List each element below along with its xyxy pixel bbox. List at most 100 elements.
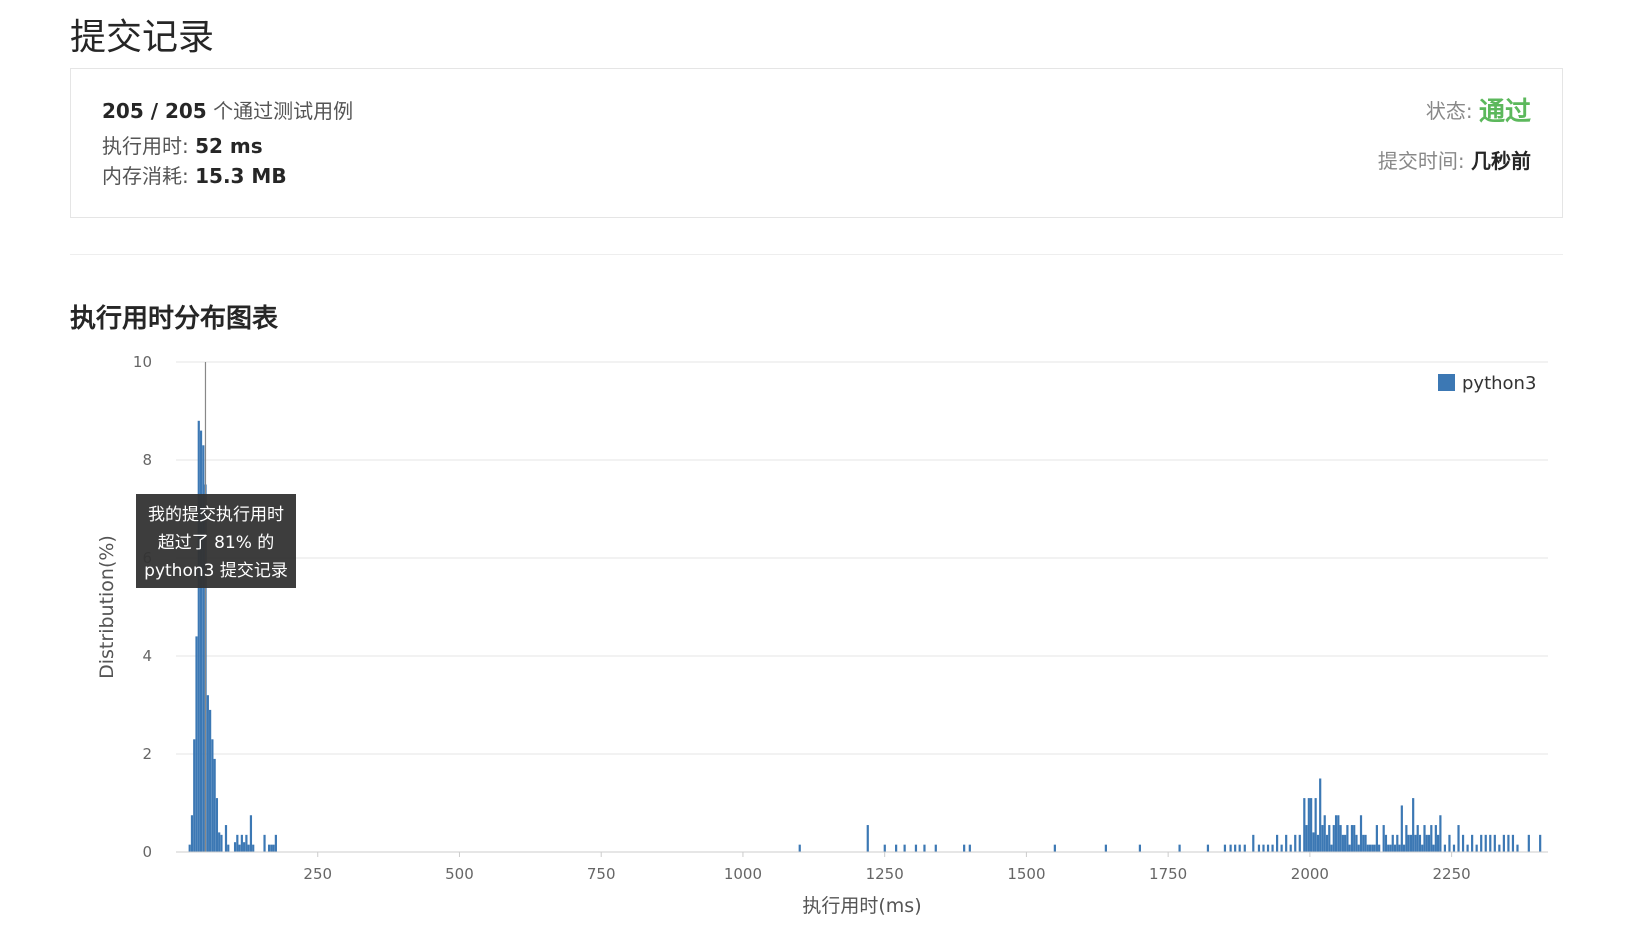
memory-value: 15.3 MB [195, 164, 287, 188]
x-tick-label-1500: 1500 [1007, 865, 1045, 883]
bar-75 [1332, 825, 1335, 852]
bar-69 [1319, 778, 1322, 852]
cases-summary: 205 / 205 个通过测试用例 [102, 95, 353, 124]
bar-88 [1362, 834, 1365, 852]
tooltip-line-2: python3 提交记录 [144, 561, 288, 581]
bar-52 [1257, 844, 1261, 852]
memory-row: 内存消耗: 15.3 MB [102, 160, 287, 189]
bar-98 [1387, 844, 1390, 852]
status-label: 状态: [1425, 99, 1473, 123]
bar-102 [1396, 834, 1399, 852]
bar-77 [1337, 815, 1340, 852]
bar-55 [1271, 844, 1274, 852]
bar-32 [866, 825, 869, 852]
bar-108 [1409, 834, 1412, 852]
submit-time-row: 提交时间: 几秒前 [1378, 145, 1531, 174]
bar-54 [1266, 844, 1270, 852]
bar-91 [1368, 844, 1372, 852]
x-tick-label-250: 250 [303, 865, 332, 883]
bar-45 [1206, 844, 1210, 852]
bar-49 [1238, 844, 1241, 852]
bar-76 [1334, 815, 1338, 852]
bar-117 [1430, 825, 1433, 852]
bar-62 [1303, 798, 1306, 852]
bar-17 [233, 842, 237, 852]
bar-16 [227, 844, 230, 852]
bar-65 [1310, 798, 1313, 852]
bar-133 [1493, 834, 1496, 852]
bar-60 [1294, 834, 1297, 852]
bar-73 [1328, 825, 1331, 852]
bar-48 [1234, 844, 1237, 852]
bar-56 [1276, 834, 1279, 852]
x-tick-label-1250: 1250 [866, 865, 904, 883]
bar-113 [1421, 844, 1424, 852]
bar-24 [249, 815, 253, 852]
memory-label: 内存消耗: [102, 164, 189, 188]
bar-116 [1427, 834, 1431, 852]
bar-27 [267, 844, 271, 852]
bar-67 [1314, 798, 1317, 852]
section-divider [70, 254, 1563, 255]
bar-35 [903, 844, 906, 852]
section-title: 执行用时分布图表 [70, 304, 279, 334]
bar-9 [209, 709, 212, 852]
bar-70 [1321, 825, 1324, 852]
x-tick-label-1000: 1000 [724, 865, 762, 883]
bar-103 [1398, 844, 1401, 852]
bar-107 [1407, 834, 1410, 852]
bar-96 [1382, 825, 1385, 852]
status-badge: 通过 [1478, 97, 1531, 127]
bar-80 [1344, 834, 1347, 852]
y-tick-label-8: 8 [142, 451, 152, 469]
bar-46 [1223, 844, 1227, 852]
bar-128 [1471, 834, 1474, 852]
axes: 0246810250500750100012501500175020002250… [96, 353, 1548, 917]
bar-99 [1389, 844, 1392, 852]
x-tick-label-2000: 2000 [1291, 865, 1329, 883]
bar-53 [1262, 844, 1265, 852]
bar-139 [1527, 834, 1530, 852]
bar-25 [252, 844, 255, 852]
bar-51 [1252, 834, 1255, 852]
bar-104 [1400, 805, 1403, 852]
bar-94 [1375, 825, 1378, 852]
bar-140 [1539, 834, 1542, 852]
bar-110 [1414, 834, 1417, 852]
tooltip-line-0: 我的提交执行用时 [148, 505, 284, 525]
bar-82 [1348, 844, 1351, 852]
bar-58 [1285, 834, 1288, 852]
bar-28 [270, 844, 273, 852]
bar-74 [1330, 844, 1333, 852]
bar-38 [934, 844, 937, 852]
runtime-row: 执行用时: 52 ms [102, 130, 263, 159]
bar-21 [243, 842, 246, 852]
bar-3 [195, 636, 198, 852]
bar-123 [1448, 834, 1451, 852]
bar-125 [1457, 825, 1460, 852]
bar-118 [1432, 844, 1435, 852]
bar-93 [1373, 844, 1376, 852]
bar-122 [1443, 844, 1447, 852]
submit-time-label: 提交时间: [1377, 149, 1465, 173]
bar-23 [247, 844, 250, 852]
bar-57 [1280, 844, 1283, 852]
bar-4 [197, 420, 200, 852]
bar-115 [1425, 834, 1428, 852]
bar-121 [1439, 815, 1442, 852]
x-tick-label-500: 500 [445, 865, 474, 883]
bar-22 [245, 834, 248, 852]
bar-89 [1364, 834, 1367, 852]
y-tick-label-10: 10 [133, 353, 152, 371]
bar-59 [1289, 844, 1292, 852]
bar-100 [1391, 834, 1394, 852]
bar-19 [238, 844, 241, 852]
bar-26 [263, 834, 266, 852]
bar-84 [1353, 825, 1356, 852]
bar-129 [1475, 844, 1478, 852]
bar-106 [1405, 825, 1408, 852]
bar-95 [1378, 844, 1381, 852]
status-row: 状态: 通过 [1426, 91, 1531, 128]
legend: python3 [1438, 373, 1536, 394]
